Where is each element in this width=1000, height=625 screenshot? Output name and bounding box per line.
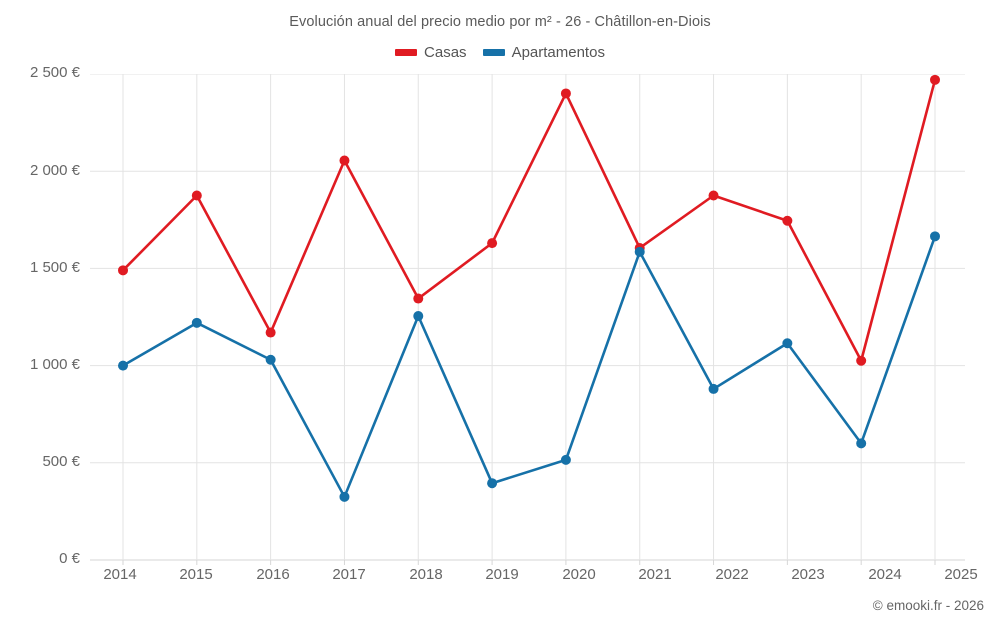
y-axis-label-500: 500 € xyxy=(42,453,80,470)
data-point[interactable] xyxy=(782,338,793,349)
x-axis-label-2018: 2018 xyxy=(409,566,443,583)
data-point[interactable] xyxy=(413,293,424,304)
data-point[interactable] xyxy=(487,238,498,249)
legend-label-casas: Casas xyxy=(424,44,467,61)
x-axis-label-2022: 2022 xyxy=(715,566,749,583)
x-axis-label-2014: 2014 xyxy=(103,566,137,583)
legend-swatch-apartamentos xyxy=(482,49,505,56)
x-axis-label-2016: 2016 xyxy=(256,566,290,583)
data-point[interactable] xyxy=(191,317,202,328)
series-layer xyxy=(118,74,940,502)
x-axis-label-2025: 2025 xyxy=(944,566,978,583)
chart-svg xyxy=(90,74,965,565)
data-point[interactable] xyxy=(265,354,276,365)
y-axis-label-1500: 1 500 € xyxy=(29,259,80,276)
data-point[interactable] xyxy=(487,478,498,489)
y-axis-label-2500: 2 500 € xyxy=(29,64,80,81)
data-point[interactable] xyxy=(708,190,719,201)
series-line xyxy=(121,235,937,499)
data-point[interactable] xyxy=(930,74,940,85)
data-point[interactable] xyxy=(782,215,793,226)
series-apartamentos xyxy=(118,231,940,502)
data-point[interactable] xyxy=(856,355,867,366)
x-axis-label-2021: 2021 xyxy=(638,566,672,583)
x-axis-label-2019: 2019 xyxy=(485,566,519,583)
legend-item-apartamentos[interactable]: Apartamentos xyxy=(482,44,605,61)
series-line xyxy=(121,78,937,363)
series-casas xyxy=(118,74,940,366)
data-point[interactable] xyxy=(856,438,867,449)
data-point[interactable] xyxy=(118,360,128,371)
plot-area xyxy=(90,74,965,565)
data-point[interactable] xyxy=(118,265,128,276)
y-axis-label-0: 0 € xyxy=(59,550,80,567)
legend-label-apartamentos: Apartamentos xyxy=(511,44,605,61)
x-axis-label-2023: 2023 xyxy=(791,566,825,583)
data-point[interactable] xyxy=(339,155,350,166)
y-axis-label-1000: 1 000 € xyxy=(29,356,80,373)
data-point[interactable] xyxy=(191,190,202,201)
data-point[interactable] xyxy=(339,491,350,502)
legend-item-casas[interactable]: Casas xyxy=(395,44,467,61)
x-axis-label-2015: 2015 xyxy=(179,566,213,583)
data-point[interactable] xyxy=(413,311,424,322)
y-axis-label-2000: 2 000 € xyxy=(29,162,80,179)
grid-lines xyxy=(90,74,965,565)
x-axis-label-2020: 2020 xyxy=(562,566,596,583)
data-point[interactable] xyxy=(708,383,719,394)
data-point[interactable] xyxy=(930,231,940,242)
x-axis-label-2024: 2024 xyxy=(868,566,902,583)
chart-legend: Casas Apartamentos xyxy=(0,44,1000,61)
data-point[interactable] xyxy=(560,454,571,465)
data-point[interactable] xyxy=(265,327,276,338)
legend-swatch-casas xyxy=(395,49,418,56)
data-point[interactable] xyxy=(560,88,571,99)
chart-title: Evolución anual del precio medio por m² … xyxy=(289,14,711,30)
data-point[interactable] xyxy=(634,246,645,257)
footer-credit: © emooki.fr - 2026 xyxy=(872,598,984,613)
x-axis-label-2017: 2017 xyxy=(332,566,366,583)
